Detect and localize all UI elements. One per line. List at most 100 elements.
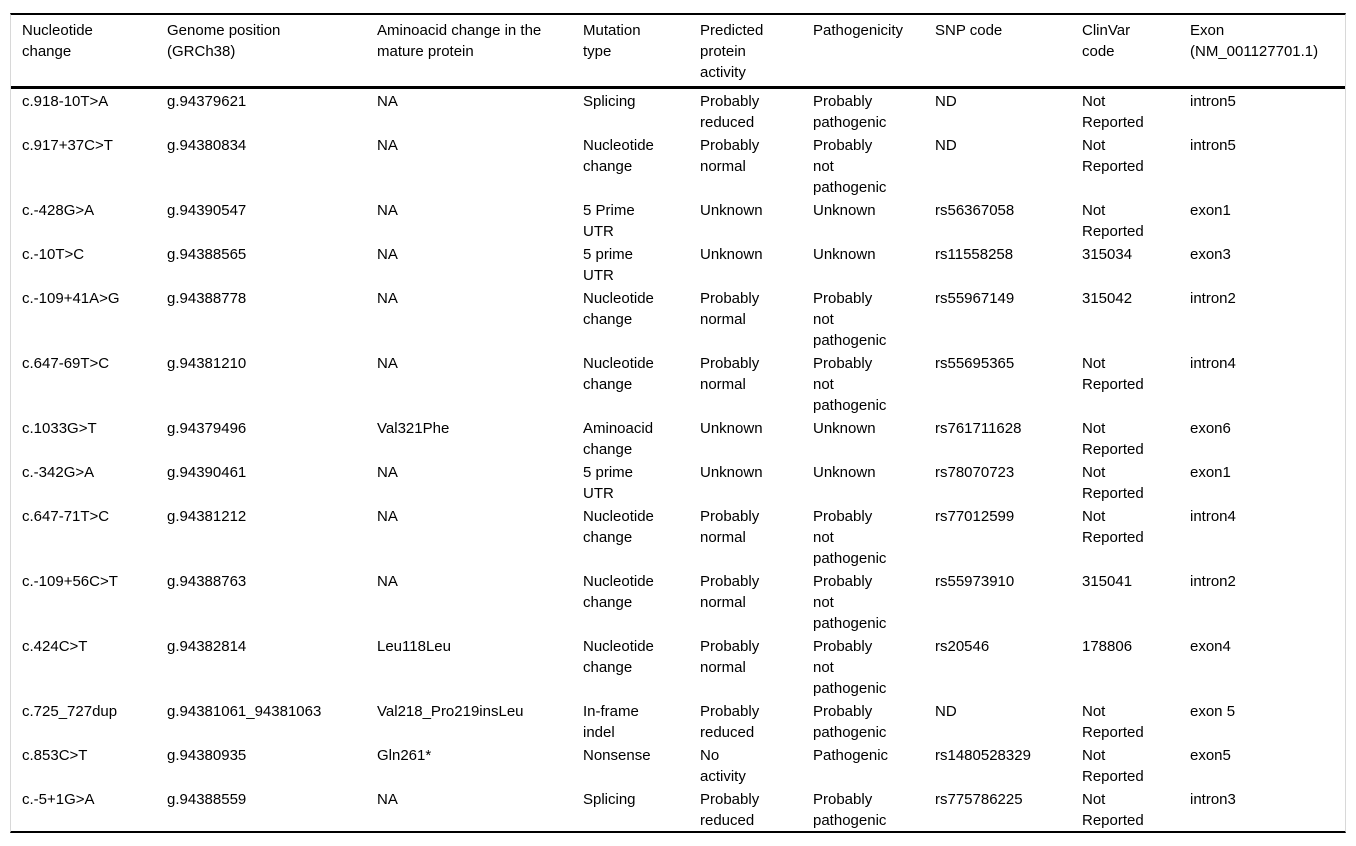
table-row: c.-5+1G>A g.94388559 NA Splicing Probably re… [11, 787, 1345, 831]
cell-protein-activity: Probably normal [700, 573, 760, 611]
cell-mutation-type: Nucleotide change [583, 355, 654, 393]
cell-genome-position: g.94379621 [167, 93, 247, 110]
cell-mutation-type: Nucleotide change [583, 508, 654, 546]
cell-clinvar-code: Not Reported [1082, 508, 1144, 546]
cell-genome-position: g.94381210 [167, 355, 247, 372]
cell-pathogenicity: Probably pathogenic [813, 93, 887, 131]
cell-pathogenicity: Probably not pathogenic [813, 290, 887, 349]
cell-nucleotide-change: c.-342G>A [22, 464, 95, 481]
cell-aminoacid-change: Val321Phe [377, 420, 450, 437]
cell-exon: exon5 [1190, 747, 1231, 764]
cell-genome-position: g.94388565 [167, 246, 247, 263]
cell-pathogenicity: Probably not pathogenic [813, 638, 887, 697]
column-header-nucleotide-change: Nucleotide change [11, 15, 167, 89]
cell-aminoacid-change: Leu118Leu [377, 638, 451, 655]
cell-genome-position: g.94379496 [167, 420, 247, 437]
table-row: c.918-10T>A g.94379621 NA Splicing Probably … [11, 88, 1345, 134]
cell-nucleotide-change: c.725_727dup [22, 703, 118, 720]
cell-aminoacid-change: Val218_Pro219insLeu [377, 703, 524, 720]
cell-aminoacid-change: NA [377, 246, 398, 263]
cell-aminoacid-change: NA [377, 137, 398, 154]
cell-snp-code: rs78070723 [935, 464, 1015, 481]
cell-aminoacid-change: NA [377, 202, 398, 219]
cell-nucleotide-change: c.-109+41A>G [22, 290, 120, 307]
cell-snp-code: ND [935, 93, 957, 110]
cell-clinvar-code: 315041 [1082, 573, 1133, 590]
cell-clinvar-code: 315034 [1082, 246, 1133, 263]
cell-exon: intron2 [1190, 290, 1236, 307]
cell-snp-code: rs55967149 [935, 290, 1015, 307]
cell-nucleotide-change: c.-10T>C [22, 246, 85, 263]
cell-exon: exon1 [1190, 464, 1231, 481]
table-row: c.-428G>A g.94390547 NA 5 Prime UTR Unknown U… [11, 198, 1345, 242]
table-row: c.1033G>T g.94379496 Val321Phe Aminoacid ch… [11, 416, 1345, 460]
cell-clinvar-code: Not Reported [1082, 464, 1144, 502]
cell-mutation-type: Aminoacid change [583, 420, 654, 458]
column-header-aminoacid-change: Aminoacid change in the mature protein [377, 15, 583, 89]
cell-nucleotide-change: c.647-69T>C [22, 355, 110, 372]
cell-protein-activity: Probably normal [700, 137, 760, 175]
cell-nucleotide-change: c.-5+1G>A [22, 791, 95, 808]
cell-mutation-type: Nucleotide change [583, 290, 654, 328]
cell-exon: intron5 [1190, 137, 1236, 154]
cell-nucleotide-change: c.-428G>A [22, 202, 95, 219]
cell-protein-activity: Probably normal [700, 355, 760, 393]
variants-table: Nucleotide change Genome position (GRCh38… [11, 15, 1345, 831]
table-row: c.853C>T g.94380935 Gln261* Nonsense No acti… [11, 743, 1345, 787]
cell-mutation-type: 5 prime UTR [583, 464, 634, 502]
cell-aminoacid-change: NA [377, 573, 398, 590]
cell-exon: intron4 [1190, 508, 1236, 525]
table-row: c.-342G>A g.94390461 NA 5 prime UTR Unknown U… [11, 460, 1345, 504]
column-header-protein-activity: Predicted protein activity [700, 15, 813, 89]
cell-genome-position: g.94390547 [167, 202, 247, 219]
column-header-snp-code: SNP code [935, 15, 1082, 89]
cell-genome-position: g.94381212 [167, 508, 247, 525]
cell-clinvar-code: 178806 [1082, 638, 1133, 655]
cell-protein-activity: Probably normal [700, 290, 760, 328]
table-row: c.725_727dup g.94381061_94381063 Val218_Pr… [11, 699, 1345, 743]
cell-genome-position: g.94380935 [167, 747, 247, 764]
cell-protein-activity: Unknown [700, 202, 763, 219]
cell-mutation-type: Nucleotide change [583, 638, 654, 676]
cell-genome-position: g.94388778 [167, 290, 247, 307]
cell-pathogenicity: Probably pathogenic [813, 791, 887, 829]
cell-mutation-type: 5 prime UTR [583, 246, 634, 284]
cell-protein-activity: Probably reduced [700, 703, 760, 741]
column-header-pathogenicity: Pathogenicity [813, 15, 935, 89]
cell-genome-position: g.94388559 [167, 791, 247, 808]
cell-genome-position: g.94380834 [167, 137, 247, 154]
table-row: c.424C>T g.94382814 Leu118Leu Nucleotide ch… [11, 634, 1345, 699]
cell-protein-activity: Probably reduced [700, 93, 760, 131]
cell-genome-position: g.94388763 [167, 573, 247, 590]
cell-exon: intron4 [1190, 355, 1236, 372]
column-header-clinvar-code: ClinVar code [1082, 15, 1190, 89]
table-row: c.917+37C>T g.94380834 NA Nucleotide change… [11, 133, 1345, 198]
cell-aminoacid-change: NA [377, 93, 398, 110]
cell-exon: intron5 [1190, 93, 1236, 110]
cell-mutation-type: 5 Prime UTR [583, 202, 635, 240]
cell-mutation-type: Splicing [583, 93, 636, 110]
cell-pathogenicity: Unknown [813, 246, 876, 263]
cell-exon: intron2 [1190, 573, 1236, 590]
cell-snp-code: rs761711628 [935, 420, 1022, 437]
cell-protein-activity: No activity [700, 747, 746, 785]
cell-pathogenicity: Probably not pathogenic [813, 355, 887, 414]
cell-mutation-type: Splicing [583, 791, 636, 808]
table-row: c.-109+41A>G g.94388778 NA Nucleotide chang… [11, 286, 1345, 351]
table-row: c.-109+56C>T g.94388763 NA Nucleotide chang… [11, 569, 1345, 634]
cell-clinvar-code: 315042 [1082, 290, 1133, 307]
cell-protein-activity: Probably normal [700, 508, 760, 546]
cell-pathogenicity: Probably not pathogenic [813, 137, 887, 196]
cell-pathogenicity: Unknown [813, 464, 876, 481]
cell-protein-activity: Probably normal [700, 638, 760, 676]
cell-nucleotide-change: c.424C>T [22, 638, 88, 655]
cell-snp-code: rs11558258 [935, 246, 1014, 263]
cell-clinvar-code: Not Reported [1082, 420, 1144, 458]
table-row: c.-10T>C g.94388565 NA 5 prime UTR Unknown Un… [11, 242, 1345, 286]
cell-pathogenicity: Probably not pathogenic [813, 508, 887, 567]
cell-genome-position: g.94382814 [167, 638, 247, 655]
cell-mutation-type: Nucleotide change [583, 573, 654, 611]
cell-exon: exon4 [1190, 638, 1231, 655]
table-row: c.647-69T>C g.94381210 NA Nucleotide change… [11, 351, 1345, 416]
cell-nucleotide-change: c.-109+56C>T [22, 573, 118, 590]
